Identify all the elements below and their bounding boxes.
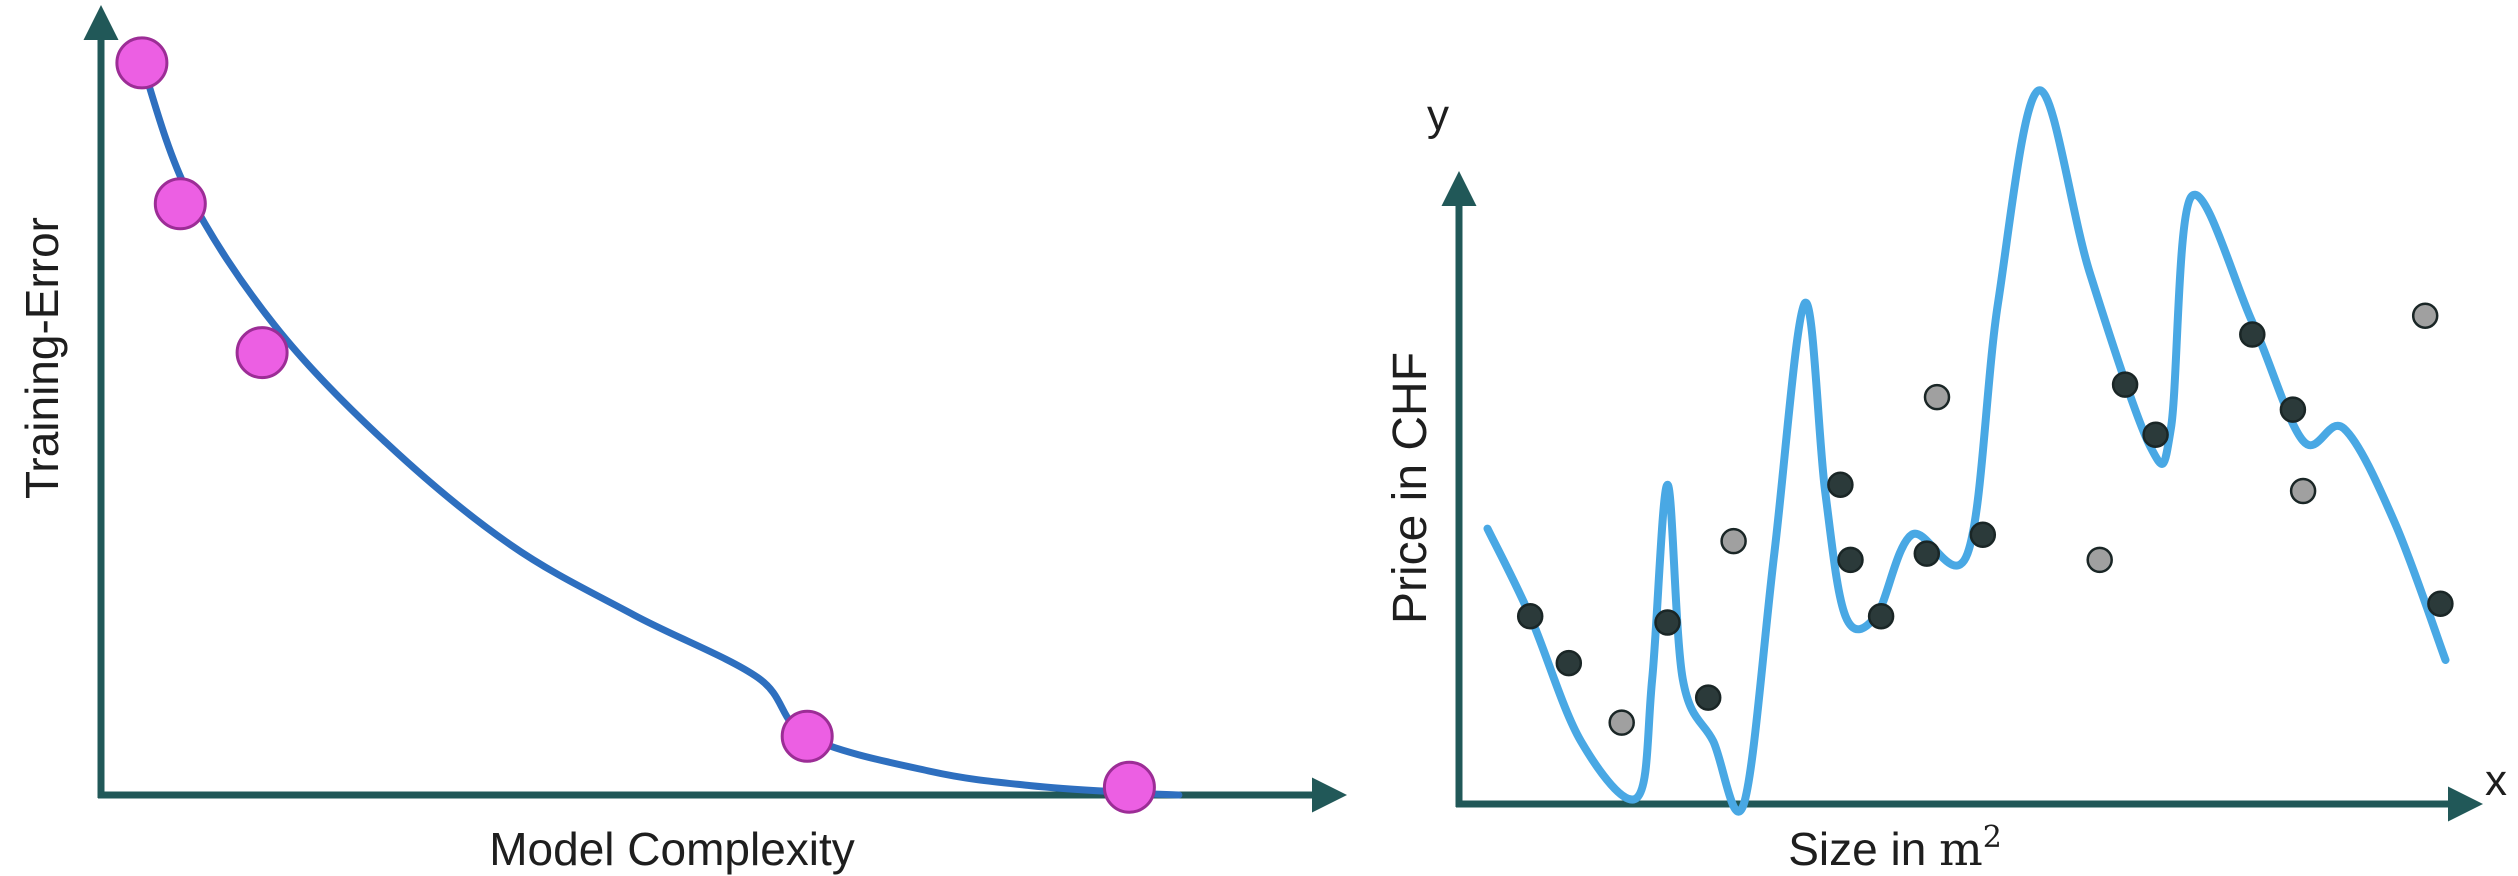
right-y-axis-label: Price in CHF (1384, 352, 1437, 624)
right-point-1-11 (2239, 321, 2266, 348)
right-series-line-0 (1483, 86, 2450, 816)
right-point-1-3 (1694, 684, 1722, 711)
left-y-axis-label: Training-Error (16, 217, 68, 499)
right-point-1-0 (1516, 602, 1544, 630)
right-x-corner-label: x (2485, 756, 2507, 805)
price-size-chart: Size in m2 Price in CHF x y (1384, 86, 2507, 876)
left-curve-layer (138, 59, 1183, 799)
right-point-2-3 (2086, 546, 2113, 574)
right-point-1-7 (1913, 540, 1941, 567)
right-x-label-text: Size in (1788, 823, 1926, 875)
left-point-1-2 (235, 326, 289, 380)
left-points-layer (115, 36, 1156, 814)
right-point-2-4 (2289, 477, 2317, 505)
right-point-1-9 (2111, 371, 2139, 398)
left-point-1-4 (1102, 760, 1156, 814)
right-point-1-1 (1555, 649, 1583, 677)
right-point-1-10 (2142, 421, 2169, 448)
left-x-axis-label: Model Complexity (489, 823, 855, 875)
right-point-1-12 (2279, 396, 2307, 423)
left-point-1-1 (153, 177, 207, 231)
left-series-line-0 (138, 59, 1183, 799)
right-y-corner-label: y (1427, 91, 1449, 140)
right-point-1-6 (1867, 602, 1895, 630)
right-points-layer (1516, 302, 2454, 736)
left-point-1-3 (780, 709, 834, 763)
training-error-chart: Model Complexity Training-Error (16, 5, 1347, 875)
right-x-label-unit-sup: 2 (1983, 820, 2002, 855)
right-point-2-0 (1608, 709, 1635, 736)
right-point-1-4 (1827, 471, 1854, 498)
right-point-2-5 (2411, 302, 2439, 329)
right-x-label-unit: m (1939, 822, 1983, 876)
right-point-1-13 (2427, 590, 2454, 617)
right-x-axis-label: Size in m2 (1788, 820, 2002, 876)
left-point-1-0 (115, 36, 169, 90)
right-point-2-2 (1923, 383, 1951, 411)
right-point-2-1 (1720, 527, 1747, 555)
right-point-1-5 (1837, 546, 1864, 574)
right-curve-layer (1483, 86, 2450, 816)
right-point-1-8 (1969, 521, 1997, 549)
right-point-1-2 (1654, 609, 1681, 636)
